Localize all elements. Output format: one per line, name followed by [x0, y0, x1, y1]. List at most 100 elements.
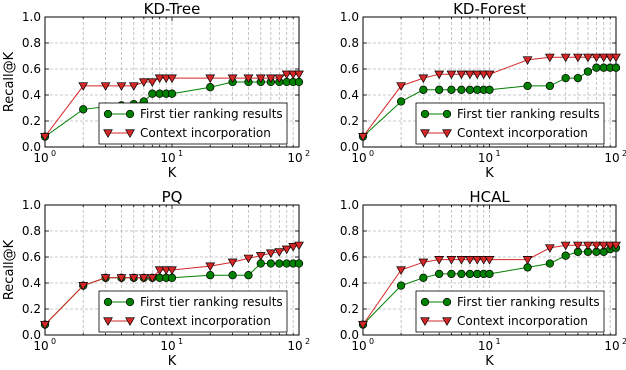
y-tick-label: 0.4 — [340, 276, 359, 290]
legend: First tier ranking results Context incorp… — [99, 103, 287, 144]
data-point — [435, 270, 443, 278]
data-point — [466, 71, 475, 79]
x-tick-label: 10 — [160, 339, 175, 353]
data-point — [421, 298, 429, 306]
data-point — [485, 256, 494, 264]
x-tick-exponent: 1 — [178, 337, 183, 346]
chart-title: KD-Tree — [144, 0, 201, 18]
x-tick-exponent: 1 — [178, 149, 183, 158]
data-point — [295, 71, 304, 79]
x-tick-exponent: 2 — [305, 337, 310, 346]
data-point — [276, 260, 284, 268]
data-point — [129, 83, 138, 91]
data-point — [546, 260, 554, 268]
data-point — [458, 86, 466, 94]
data-point — [168, 90, 176, 98]
data-point — [397, 83, 406, 91]
x-tick-label: 10 — [478, 339, 493, 353]
x-tick-label: 10 — [287, 151, 302, 165]
y-tick-label: 1.0 — [22, 10, 41, 24]
y-tick-label: 1.0 — [340, 198, 359, 212]
data-point — [466, 270, 474, 278]
data-point — [126, 110, 134, 118]
y-tick-label: 0.8 — [22, 36, 41, 50]
data-point — [486, 270, 494, 278]
data-point — [592, 242, 601, 250]
data-point — [149, 90, 157, 98]
legend-label: First tier ranking results — [457, 295, 600, 309]
chart-panel-3: 0.00.20.40.60.81.010 0 10 1 10 2PQKRecall@KFi… — [2, 188, 310, 369]
data-point — [612, 64, 620, 72]
x-tick-exponent: 0 — [369, 337, 374, 346]
y-tick-label: 0.6 — [340, 62, 359, 76]
data-point — [140, 79, 149, 87]
data-point — [524, 82, 532, 90]
y-tick-label: 0.4 — [340, 88, 359, 102]
data-point — [443, 298, 451, 306]
x-tick-exponent: 0 — [369, 149, 374, 158]
data-point — [420, 274, 428, 282]
data-point — [168, 274, 176, 282]
data-point — [523, 256, 532, 264]
data-point — [168, 75, 177, 83]
data-point — [104, 298, 112, 306]
x-tick-exponent: 0 — [51, 149, 56, 158]
data-point — [457, 256, 466, 264]
data-point — [229, 271, 237, 279]
x-axis-label: K — [168, 166, 177, 181]
data-point — [447, 256, 456, 264]
data-point — [206, 271, 214, 279]
data-point — [443, 110, 451, 118]
legend-label: First tier ranking results — [140, 107, 283, 121]
data-point — [435, 86, 443, 94]
data-point — [562, 252, 570, 260]
data-point — [592, 54, 601, 62]
data-point — [295, 78, 303, 86]
data-point — [574, 54, 583, 62]
data-point — [148, 79, 157, 87]
data-point — [562, 74, 570, 82]
x-tick-exponent: 2 — [622, 337, 626, 346]
data-point — [126, 298, 134, 306]
data-point — [168, 267, 177, 275]
x-tick-exponent: 1 — [496, 149, 501, 158]
legend: First tier ranking results Context incorp… — [416, 291, 604, 332]
data-point — [485, 71, 494, 79]
data-point — [257, 260, 265, 268]
legend-label: First tier ranking results — [140, 295, 283, 309]
y-tick-label: 0.8 — [340, 224, 359, 238]
data-point — [457, 71, 466, 79]
x-axis-label: K — [168, 354, 177, 369]
data-point — [584, 54, 593, 62]
y-tick-label: 0.2 — [22, 114, 41, 128]
y-tick-label: 0.2 — [340, 302, 359, 316]
y-tick-label: 0.6 — [340, 250, 359, 264]
data-point — [206, 83, 214, 91]
x-tick-exponent: 1 — [496, 337, 501, 346]
x-axis-label: K — [485, 166, 494, 181]
y-tick-label: 0.2 — [22, 302, 41, 316]
data-point — [104, 110, 112, 118]
y-axis-label: Recall@K — [2, 239, 17, 300]
legend-label: Context incorporation — [140, 314, 271, 328]
data-point — [523, 57, 532, 65]
data-point — [574, 242, 583, 250]
chart-title: KD-Forest — [453, 0, 526, 18]
data-point — [245, 271, 253, 279]
data-point — [561, 54, 570, 62]
y-tick-label: 0.6 — [22, 250, 41, 264]
legend: First tier ranking results Context incorp… — [99, 291, 287, 332]
data-point — [584, 242, 593, 250]
y-tick-label: 1.0 — [22, 198, 41, 212]
chart-panel-2: 0.00.20.40.60.81.010 0 10 1 10 2KD-ForestKFir… — [340, 0, 626, 181]
data-point — [448, 86, 456, 94]
legend: First tier ranking results Context incorp… — [416, 103, 604, 144]
chart-title: HCAL — [469, 188, 510, 206]
data-point — [524, 264, 532, 272]
data-point — [448, 270, 456, 278]
y-tick-label: 0.4 — [22, 88, 41, 102]
x-tick-label: 10 — [33, 151, 48, 165]
x-tick-label: 10 — [351, 339, 366, 353]
data-point — [206, 75, 215, 83]
